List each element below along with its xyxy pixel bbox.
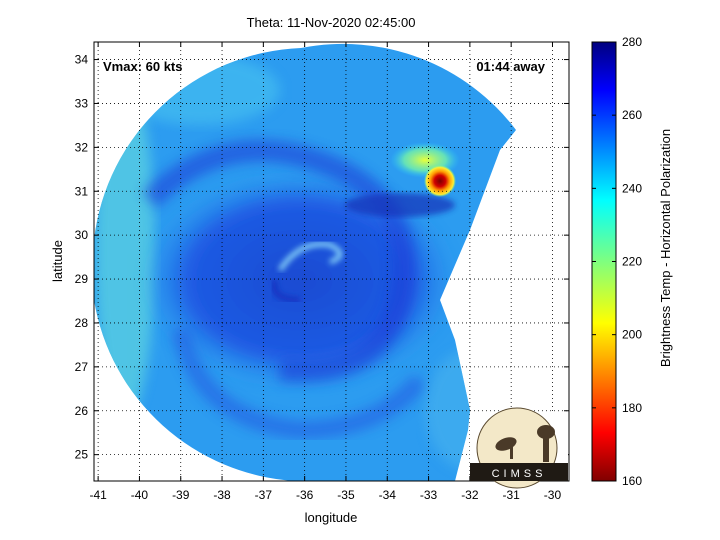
x-tick-label: -38: [213, 488, 231, 502]
y-tick-label: 30: [75, 228, 89, 242]
colorbar-tick-label: 160: [622, 474, 642, 488]
colorbar-label: Brightness Temp - Horizontal Polarizatio…: [658, 129, 673, 367]
x-tick-label: -41: [89, 488, 107, 502]
chart-title: Theta: 11-Nov-2020 02:45:00: [247, 15, 416, 30]
time-away-annotation: 01:44 away: [476, 59, 545, 74]
colorbar-ticks: 160 180 200 220 240 260 280: [592, 35, 642, 488]
colorbar-tick-label: 200: [622, 328, 642, 342]
colorbar-tick-label: 280: [622, 35, 642, 49]
y-tick-label: 26: [75, 404, 89, 418]
x-tick-label: -31: [503, 488, 521, 502]
plot-frame: [93, 41, 570, 482]
vmax-annotation: Vmax: 60 kts: [103, 59, 183, 74]
y-tick-label: 32: [75, 140, 89, 154]
x-axis-label: longitude: [305, 510, 358, 525]
y-tick-label: 29: [75, 272, 89, 286]
y-tick-label: 34: [75, 53, 89, 67]
x-tick-labels: -41 -40 -39 -38 -37 -36 -35 -34 -33 -32 -31 -30: [89, 488, 561, 502]
colorbar-tick-label: 240: [622, 181, 642, 195]
logo-text: CIMSS: [492, 468, 547, 480]
x-tick-label: -39: [172, 488, 190, 502]
y-tick-label: 27: [75, 360, 89, 374]
cold-convective-core: [424, 165, 456, 197]
x-tick-label: -37: [255, 488, 273, 502]
colorbar-tick-label: 220: [622, 255, 642, 269]
colorbar-tick-label: 180: [622, 401, 642, 415]
x-tick-label: -30: [544, 488, 562, 502]
x-tick-label: -35: [337, 488, 355, 502]
y-tick-label: 28: [75, 316, 89, 330]
y-tick-label: 31: [75, 184, 89, 198]
x-tick-label: -34: [379, 488, 397, 502]
colorbar-tick-label: 260: [622, 108, 642, 122]
y-axis-label: latitude: [50, 240, 65, 282]
x-tick-label: -32: [461, 488, 479, 502]
x-tick-label: -33: [420, 488, 438, 502]
y-tick-labels: 25 26 27 28 29 30 31 32 33 34: [75, 53, 89, 462]
y-tick-label: 33: [75, 96, 89, 110]
cimss-logo: CIMSS: [470, 407, 568, 489]
y-tick-label: 25: [75, 448, 89, 462]
x-tick-label: -40: [131, 488, 149, 502]
x-tick-label: -36: [296, 488, 314, 502]
